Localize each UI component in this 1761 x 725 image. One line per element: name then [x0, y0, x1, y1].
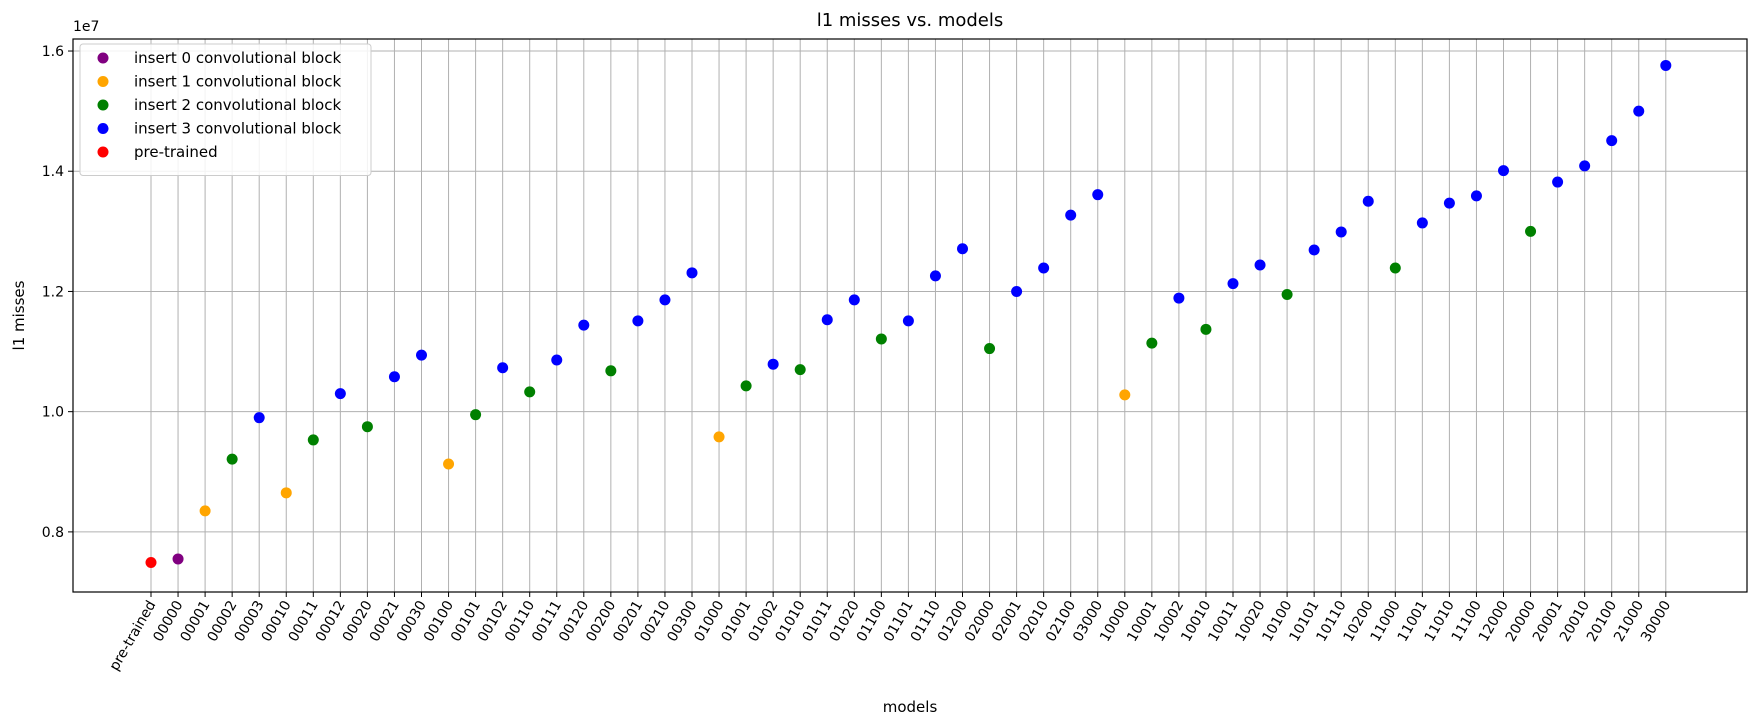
data-point [1552, 176, 1564, 188]
legend-entry: insert 3 convolutional block [134, 120, 341, 138]
data-point [1335, 226, 1347, 238]
y-tick-label: 1.2 [42, 284, 64, 300]
data-points [145, 59, 1672, 569]
legend-marker [97, 146, 109, 158]
y-axis-label: l1 misses [10, 280, 28, 350]
legend-marker [97, 123, 109, 134]
data-point [1660, 59, 1672, 71]
data-point [1443, 197, 1455, 209]
y-axis-multiplier: 1e7 [73, 19, 99, 35]
data-point [1498, 165, 1509, 177]
data-point [984, 343, 996, 355]
data-point [253, 412, 265, 424]
data-point [632, 315, 644, 327]
multiplier-base: 1e7 [73, 19, 99, 35]
data-point [1362, 195, 1374, 207]
data-point [497, 362, 509, 374]
legend-entry: pre-trained [134, 143, 218, 161]
data-point [145, 557, 157, 569]
data-point [443, 458, 455, 470]
data-point [875, 333, 887, 345]
data-point [226, 453, 238, 465]
y-axis-ticks: 0.8 1.0 1.2 1.4 1.6 [42, 44, 73, 541]
legend-entry: insert 1 convolutional block [134, 73, 341, 91]
data-point [388, 371, 400, 383]
legend-box [79, 43, 372, 176]
data-point [1470, 190, 1482, 202]
data-point [1011, 285, 1023, 297]
data-point [1606, 135, 1618, 147]
data-point [1633, 105, 1645, 117]
data-point [1227, 278, 1239, 290]
plot-frame [72, 38, 1748, 593]
data-point [740, 380, 752, 392]
legend-marker [97, 52, 109, 64]
data-point [1065, 209, 1077, 221]
legend-entry: insert 2 convolutional block [134, 96, 341, 114]
data-point [1389, 262, 1401, 274]
data-point [524, 386, 536, 398]
y-tick-label: 0.8 [42, 525, 64, 541]
data-point [821, 314, 833, 326]
data-point [1200, 323, 1212, 335]
data-point [1146, 337, 1158, 349]
data-point [416, 349, 427, 361]
data-point [1416, 217, 1428, 229]
data-point [1038, 262, 1050, 274]
x-axis-label: models [883, 698, 938, 716]
data-point [1119, 389, 1131, 401]
chart-title: l1 misses vs. models [817, 10, 1004, 31]
data-point [307, 434, 319, 446]
legend-entry: insert 0 convolutional block [134, 49, 341, 67]
data-point [713, 431, 725, 443]
data-point [659, 294, 671, 306]
data-point [1092, 189, 1104, 201]
data-point [199, 505, 211, 517]
y-tick-label: 1.6 [42, 44, 64, 60]
legend: insert 0 convolutional block insert 1 con… [79, 43, 372, 176]
data-point [578, 319, 590, 331]
data-point [1308, 244, 1320, 256]
data-point [686, 267, 698, 279]
data-point [767, 358, 779, 370]
data-point [902, 315, 914, 327]
data-point [1281, 288, 1293, 300]
y-tick-label: 1.4 [42, 164, 64, 180]
x-axis-ticks: pre-trained00000000010000200003000100001… [107, 592, 1674, 674]
data-point [957, 243, 968, 255]
y-tick-label: 1.0 [42, 405, 64, 421]
legend-marker [97, 76, 109, 87]
data-point [172, 553, 184, 565]
data-point [334, 388, 346, 400]
data-point [1579, 160, 1591, 172]
data-point [551, 354, 563, 366]
data-point [1254, 259, 1266, 271]
data-point [1173, 292, 1185, 304]
data-point [470, 409, 482, 421]
legend-marker [97, 99, 109, 111]
data-point [929, 270, 941, 282]
data-point [361, 421, 373, 433]
data-point [605, 365, 617, 377]
data-point [280, 487, 292, 499]
data-point [848, 294, 860, 306]
data-point [1525, 225, 1537, 237]
data-point [794, 364, 806, 376]
